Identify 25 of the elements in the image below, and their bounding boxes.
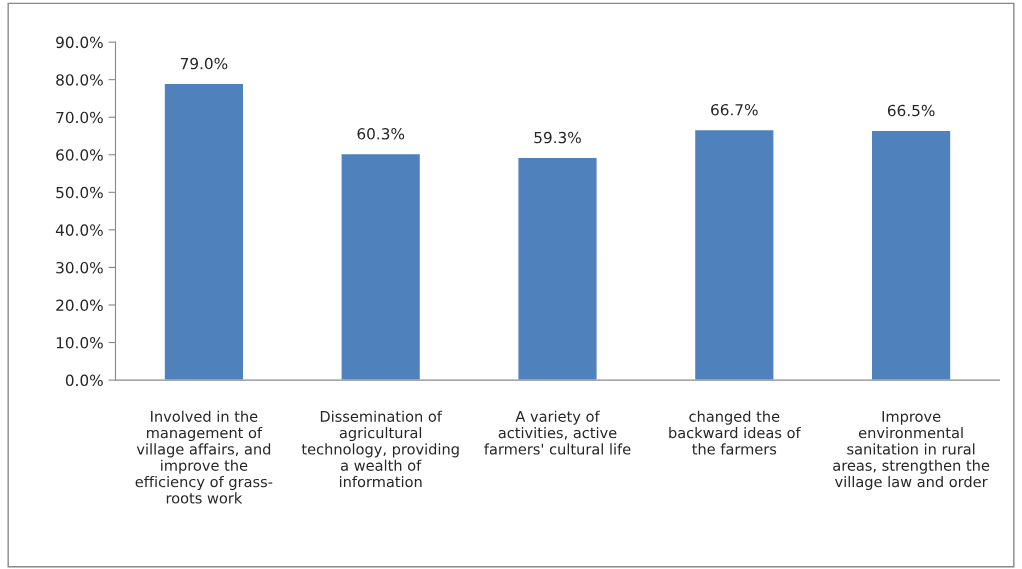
y-tick-label: 50.0% <box>56 186 103 199</box>
x-tick-label: changed the backward ideas of the farmers <box>669 410 801 455</box>
y-tick-label: 0.0% <box>65 374 103 387</box>
bar <box>870 129 952 381</box>
data-label: 66.5% <box>887 104 935 117</box>
x-tick-label: Dissemination of agricultural technology, providing a wealth of information <box>301 410 459 488</box>
bar <box>340 152 422 381</box>
data-label: 79.0% <box>180 57 228 70</box>
y-tick-label: 20.0% <box>56 299 103 312</box>
data-label: 60.3% <box>357 128 405 140</box>
y-tick-label: 10.0% <box>56 337 103 349</box>
x-tick-label: Improve environmental sanitation in rural areas, strengthen the village law and order <box>833 411 990 491</box>
bar <box>163 82 245 381</box>
bar <box>517 156 598 381</box>
data-label: 66.7% <box>711 103 758 116</box>
data-label: 59.3% <box>534 131 581 144</box>
y-tick-label: 30.0% <box>56 261 103 274</box>
y-tick-label: 80.0% <box>56 74 103 86</box>
x-tick-label: A variety of activities, active farmers' cultural life <box>484 410 631 455</box>
y-tick-label: 60.0% <box>56 149 103 161</box>
x-tick-label: Involved in the management of village affairs, and improve the efficiency of grass- roots work <box>135 410 273 504</box>
y-tick-label: 40.0% <box>55 224 103 236</box>
bar <box>693 128 775 381</box>
y-tick-label: 70.0% <box>56 111 103 124</box>
y-tick-label: 90.0% <box>56 36 103 49</box>
